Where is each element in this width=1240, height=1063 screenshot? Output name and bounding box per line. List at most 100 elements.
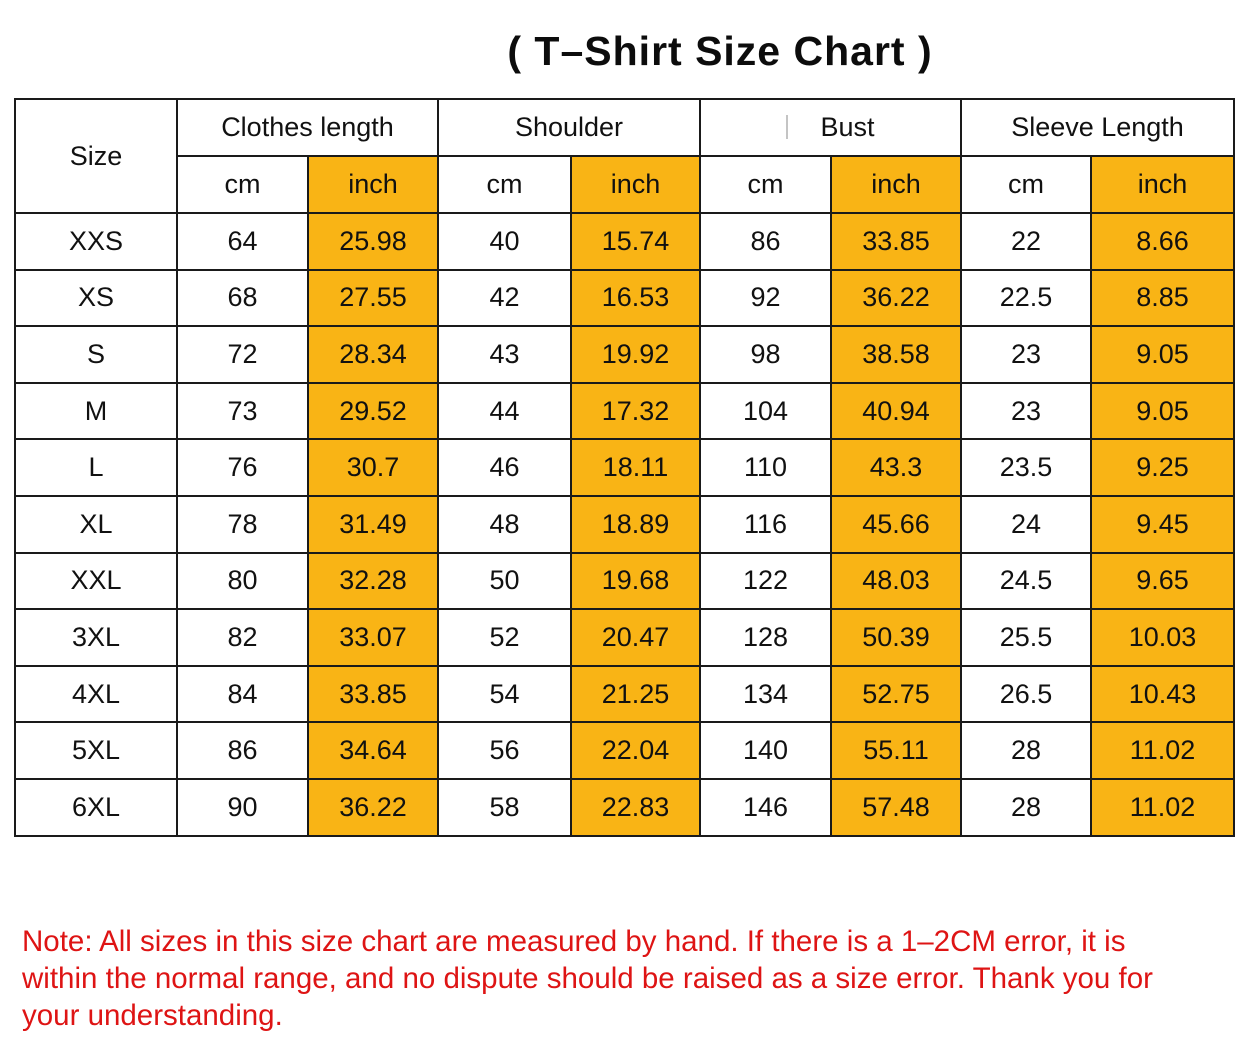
inch-value-cell: 9.25 [1089, 438, 1236, 497]
inch-value-cell: 36.22 [307, 777, 439, 837]
size-label-cell: L [14, 438, 178, 497]
inch-value-cell: 27.55 [307, 268, 439, 328]
cm-value-cell: 73 [176, 381, 309, 441]
table-row: 6XL 90 36.22 58 22.83 146 57.48 28 11.02 [14, 777, 1236, 837]
table-row: L 76 30.7 46 18.11 110 43.3 23.5 9.25 [14, 438, 1236, 497]
cm-value-cell: 82 [176, 608, 309, 667]
cm-value-cell: 22 [960, 212, 1092, 271]
inch-value-cell: 32.28 [307, 551, 439, 611]
size-label-cell: 4XL [14, 664, 178, 724]
cm-value-cell: 140 [699, 721, 832, 780]
inch-value-cell: 28.34 [307, 325, 439, 384]
cm-value-cell: 52 [437, 608, 572, 667]
cm-value-cell: 28 [960, 777, 1092, 837]
size-label-cell: 5XL [14, 721, 178, 780]
size-label-cell: XXS [14, 212, 178, 271]
unit-header-inch: inch [830, 155, 962, 214]
inch-value-cell: 9.05 [1089, 381, 1236, 441]
size-label-cell: XL [14, 494, 178, 554]
cm-value-cell: 23 [960, 325, 1092, 384]
inch-value-cell: 38.58 [830, 325, 962, 384]
inch-value-cell: 45.66 [830, 494, 962, 554]
table-row: 4XL 84 33.85 54 21.25 134 52.75 26.5 10.43 [14, 664, 1236, 724]
cm-value-cell: 56 [437, 721, 572, 780]
cm-value-cell: 72 [176, 325, 309, 384]
cm-value-cell: 134 [699, 664, 832, 724]
inch-value-cell: 50.39 [830, 608, 962, 667]
inch-value-cell: 16.53 [570, 268, 701, 328]
cm-value-cell: 104 [699, 381, 832, 441]
cm-value-cell: 68 [176, 268, 309, 328]
inch-value-cell: 40.94 [830, 381, 962, 441]
cm-value-cell: 116 [699, 494, 832, 554]
size-corner-header: Size [14, 98, 178, 214]
stray-mark-artifact [786, 114, 789, 139]
inch-value-cell: 52.75 [830, 664, 962, 724]
group-header-sleeve-length: Sleeve Length [959, 98, 1236, 157]
inch-value-cell: 30.7 [307, 438, 439, 497]
unit-header-cm: cm [699, 155, 832, 214]
inch-value-cell: 19.68 [570, 551, 701, 611]
cm-value-cell: 86 [176, 721, 309, 780]
cm-value-cell: 23.5 [960, 438, 1092, 497]
size-label-cell: 6XL [14, 777, 178, 837]
table-row: S 72 28.34 43 19.92 98 38.58 23 9.05 [14, 325, 1236, 384]
cm-value-cell: 28 [960, 721, 1092, 780]
cm-value-cell: 50 [437, 551, 572, 611]
inch-value-cell: 17.32 [570, 381, 701, 441]
cm-value-cell: 128 [699, 608, 832, 667]
cm-value-cell: 24.5 [960, 551, 1092, 611]
unit-header-cm: cm [176, 155, 309, 214]
cm-value-cell: 48 [437, 494, 572, 554]
inch-value-cell: 10.03 [1089, 608, 1236, 667]
inch-value-cell: 15.74 [570, 212, 701, 271]
size-label-cell: 3XL [14, 608, 178, 667]
size-label-cell: XS [14, 268, 178, 328]
cm-value-cell: 84 [176, 664, 309, 724]
inch-value-cell: 21.25 [570, 664, 701, 724]
cm-value-cell: 43 [437, 325, 572, 384]
cm-value-cell: 54 [437, 664, 572, 724]
group-header-row: Size Clothes length Shoulder Bust Sleeve… [14, 98, 1236, 214]
inch-value-cell: 8.66 [1089, 212, 1236, 271]
cm-value-cell: 46 [437, 438, 572, 497]
cm-value-cell: 90 [176, 777, 309, 837]
unit-header-inch: inch [307, 155, 439, 214]
cm-value-cell: 122 [699, 551, 832, 611]
cm-value-cell: 58 [437, 777, 572, 837]
cm-value-cell: 26.5 [960, 664, 1092, 724]
cm-value-cell: 98 [699, 325, 832, 384]
inch-value-cell: 9.65 [1089, 551, 1236, 611]
table-header: Size Clothes length Shoulder Bust Sleeve… [14, 98, 1236, 214]
table-row: 5XL 86 34.64 56 22.04 140 55.11 28 11.02 [14, 721, 1236, 780]
group-header-bust: Bust [699, 98, 962, 157]
inch-value-cell: 8.85 [1089, 268, 1236, 328]
cm-value-cell: 23 [960, 381, 1092, 441]
cm-value-cell: 42 [437, 268, 572, 328]
inch-value-cell: 33.85 [830, 212, 962, 271]
inch-value-cell: 36.22 [830, 268, 962, 328]
table-row: XS 68 27.55 42 16.53 92 36.22 22.5 8.85 [14, 268, 1236, 328]
inch-value-cell: 18.89 [570, 494, 701, 554]
cm-value-cell: 86 [699, 212, 832, 271]
inch-value-cell: 25.98 [307, 212, 439, 271]
size-table-body: XXS 64 25.98 40 15.74 86 33.85 22 8.66 XS 68 27.55 4… [14, 212, 1236, 837]
cm-value-cell: 64 [176, 212, 309, 271]
table-row: M 73 29.52 44 17.32 104 40.94 23 9.05 [14, 381, 1236, 441]
cm-value-cell: 24 [960, 494, 1092, 554]
inch-value-cell: 29.52 [307, 381, 439, 441]
inch-value-cell: 57.48 [830, 777, 962, 837]
cm-value-cell: 92 [699, 268, 832, 328]
inch-value-cell: 11.02 [1089, 777, 1236, 837]
inch-value-cell: 19.92 [570, 325, 701, 384]
cm-value-cell: 25.5 [960, 608, 1092, 667]
unit-header-cm: cm [960, 155, 1092, 214]
table-row: 3XL 82 33.07 52 20.47 128 50.39 25.5 10.03 [14, 608, 1236, 667]
cm-value-cell: 22.5 [960, 268, 1092, 328]
unit-header-row: cm inch cm inch cm inch cm inch [15, 155, 1236, 214]
inch-value-cell: 9.45 [1089, 494, 1236, 554]
cm-value-cell: 146 [699, 777, 832, 837]
unit-header-inch: inch [570, 155, 701, 214]
group-header-shoulder: Shoulder [437, 98, 701, 157]
